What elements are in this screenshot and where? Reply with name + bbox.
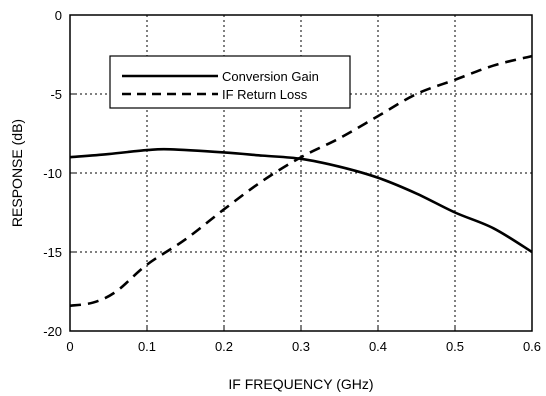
legend-label-conversion-gain: Conversion Gain <box>222 69 319 84</box>
tick-labels: 0 0.1 0.2 0.3 0.4 0.5 0.6 0 -5 -10 -15 -20 <box>43 8 541 354</box>
x-tick-label: 0.3 <box>292 339 310 354</box>
x-axis-label: IF FREQUENCY (GHz) <box>228 376 373 392</box>
x-tick-label: 0.4 <box>369 339 387 354</box>
x-tick-label: 0.5 <box>446 339 464 354</box>
y-axis-label: RESPONSE (dB) <box>9 119 25 227</box>
legend: Conversion Gain IF Return Loss <box>109 55 351 109</box>
y-tick-label: -15 <box>43 245 62 260</box>
series-lines <box>69 54 533 308</box>
x-tick-label: 0.6 <box>523 339 541 354</box>
y-tick-label: 0 <box>55 8 62 23</box>
x-tick-label: 0.2 <box>215 339 233 354</box>
plot-area-frame <box>69 14 533 332</box>
legend-box <box>109 55 351 109</box>
y-tick-label: -10 <box>43 166 62 181</box>
y-tick-label: -20 <box>43 324 62 339</box>
x-tick-label: 0.1 <box>138 339 156 354</box>
series-line-conversion-gain <box>69 147 533 254</box>
series-line-if-return-loss <box>69 54 533 308</box>
legend-label-if-return-loss: IF Return Loss <box>222 87 308 102</box>
x-tick-label: 0 <box>66 339 73 354</box>
y-tick-label: -5 <box>50 87 62 102</box>
